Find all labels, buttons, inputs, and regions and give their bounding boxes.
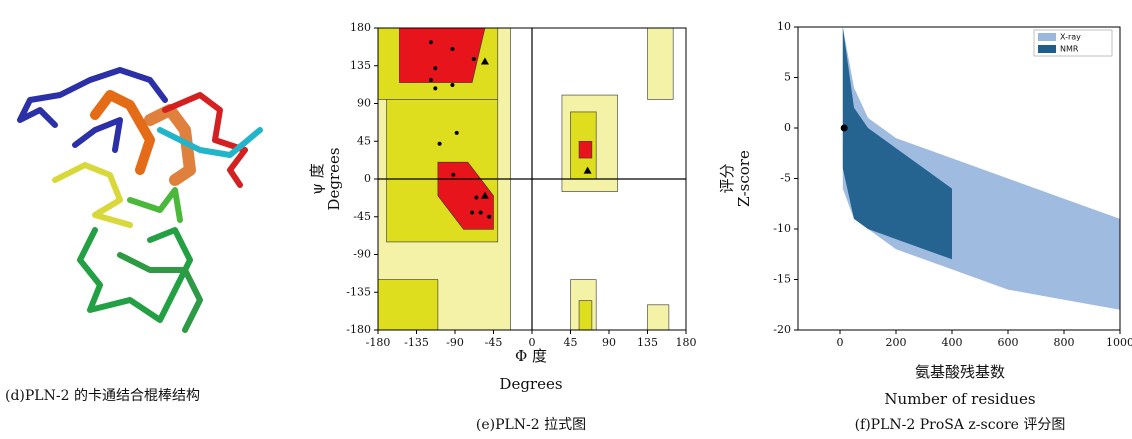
x-tick-label: 45: [564, 336, 578, 349]
x-axis-label: 氨基酸残基数: [915, 363, 1005, 381]
residue-point: [479, 211, 483, 215]
residue-point: [470, 211, 474, 215]
legend-swatch: [1038, 45, 1056, 53]
x-tick-label: 1000: [1106, 336, 1132, 349]
x-tick-label: 180: [676, 336, 697, 349]
x-tick-label: -45: [485, 336, 503, 349]
figure: (d)PLN-2 的卡通结合棍棒结构 -180 -135 -90 -45 0 45 90 13…: [0, 0, 1132, 439]
y-tick-label: 90: [357, 97, 371, 110]
y-axis-label: ψ 度: [308, 163, 326, 195]
residue-point: [487, 215, 491, 219]
region: [378, 280, 438, 330]
region: [648, 28, 674, 99]
y-tick-label: -45: [353, 210, 371, 223]
x-tick-label: 135: [637, 336, 658, 349]
y-tick-label: 0: [784, 121, 791, 134]
region: [579, 301, 592, 330]
pln2-point: [841, 125, 848, 132]
residue-point: [438, 142, 442, 146]
y-tick-label: -90: [353, 248, 371, 261]
x-axis-label-en: Degrees: [499, 375, 562, 393]
x-tick-label: 600: [998, 336, 1019, 349]
legend-label: NMR: [1060, 45, 1079, 54]
y-axis-label: 评分: [718, 163, 736, 193]
panel-caption: (d)PLN-2 的卡通结合棍棒结构: [5, 388, 200, 404]
x-tick-label: 800: [1054, 336, 1075, 349]
x-tick-label: -90: [446, 336, 464, 349]
x-axis-label: Φ 度: [515, 347, 547, 365]
x-tick-label: 0: [837, 336, 844, 349]
region: [579, 141, 592, 158]
y-tick-label: -135: [346, 285, 371, 298]
y-axis-label-en: Z-score: [735, 150, 753, 207]
y-tick-label: -180: [346, 323, 371, 336]
x-tick-label: -180: [366, 336, 391, 349]
residue-point: [474, 195, 478, 199]
residue-point: [455, 131, 459, 135]
region: [648, 305, 669, 330]
residue-point: [451, 173, 455, 177]
region: [399, 28, 485, 83]
y-tick-label: 0: [364, 172, 371, 185]
y-tick-label: -20: [773, 323, 791, 336]
y-tick-label: 180: [350, 21, 371, 34]
x-axis-label-en: Number of residues: [884, 390, 1035, 408]
residue-point: [433, 86, 437, 90]
residue-point: [429, 40, 433, 44]
y-tick-label: -10: [773, 222, 791, 235]
residue-point: [433, 66, 437, 70]
y-tick-label: -5: [780, 172, 791, 185]
y-tick-label: 5: [784, 71, 791, 84]
legend-label: X-ray: [1060, 33, 1081, 42]
residue-point: [450, 47, 454, 51]
x-tick-label: 400: [942, 336, 963, 349]
legend-swatch: [1038, 33, 1056, 41]
y-tick-label: 10: [777, 20, 791, 33]
residue-point: [429, 78, 433, 82]
residue-point: [472, 57, 476, 61]
x-tick-label: 90: [602, 336, 616, 349]
y-tick-label: -15: [773, 273, 791, 286]
panel-caption: (f)PLN-2 ProSA z-score 评分图: [855, 417, 1066, 433]
y-tick-label: 135: [350, 59, 371, 72]
y-tick-label: 45: [357, 134, 371, 147]
y-axis-label-en: Degrees: [325, 147, 343, 210]
x-tick-label: 200: [886, 336, 907, 349]
panel-caption: (e)PLN-2 拉式图: [476, 417, 586, 433]
x-tick-label: -135: [404, 336, 429, 349]
structure-image: [20, 70, 260, 330]
residue-point: [450, 83, 454, 87]
